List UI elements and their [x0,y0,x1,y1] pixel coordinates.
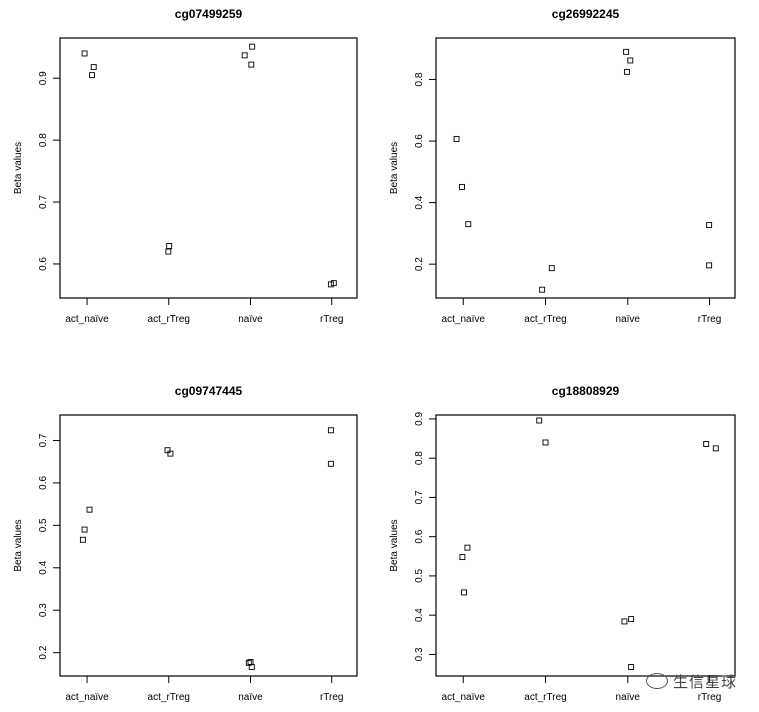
data-point [539,286,546,293]
y-tick-label: 0.5 [414,569,425,583]
y-tick-label: 0.5 [38,518,49,532]
data-point [706,222,713,229]
data-point [330,280,337,287]
y-tick-label: 0.4 [38,560,49,574]
data-point [249,43,256,50]
data-point [459,183,465,190]
y-tick-label: 0.8 [414,72,425,86]
plot-frame [59,414,358,677]
x-tick-label: rTreg [320,692,344,703]
data-point [706,262,713,269]
y-tick-label: 0.9 [414,412,425,426]
x-tick-label: act_rTreg [148,314,190,325]
data-point [623,48,630,55]
data-point [327,427,334,434]
y-axis-label: Beta values [13,519,24,571]
data-point [165,248,172,255]
data-point [464,544,471,551]
y-tick-label: 0.8 [414,451,425,465]
y-axis-label: Beta values [13,142,24,194]
data-point [327,460,334,467]
x-tick-label: act_rTreg [524,314,566,325]
data-point [86,506,93,513]
y-tick-label: 0.4 [414,195,425,209]
x-tick-label: act_naïve [65,692,109,703]
x-tick-label: act_rTreg [524,692,566,703]
data-point [621,618,628,625]
x-tick-label: naïve [238,692,263,703]
y-tick-label: 0.3 [38,603,49,617]
watermark-text: 生信星球 [672,673,737,691]
y-tick-label: 0.4 [414,608,425,622]
data-point [459,554,466,561]
y-tick-label: 0.7 [38,195,49,209]
wechat-icon [645,673,668,689]
data-point [536,417,543,424]
data-point [241,52,248,59]
x-tick-label: naïve [616,692,641,703]
chart-title: cg18808929 [552,384,620,398]
x-tick-label: rTreg [320,314,344,325]
data-point [81,50,88,57]
x-tick-label: act_naïve [442,314,486,325]
plot-frame [435,37,736,299]
data-point [89,72,95,79]
y-tick-label: 0.6 [38,476,49,490]
y-axis-label: Beta values [389,519,400,571]
y-tick-label: 0.8 [38,133,49,147]
data-point [628,616,635,623]
chart-title: cg07499259 [175,7,243,21]
x-tick-label: act_rTreg [148,692,190,703]
plot-frame [435,414,736,677]
y-tick-label: 0.7 [38,433,49,447]
x-tick-label: act_naïve [442,692,486,703]
chart-title: cg09747445 [175,384,243,398]
data-point [453,135,460,142]
y-tick-label: 0.2 [38,645,49,659]
data-point [90,64,97,71]
x-tick-label: rTreg [698,314,722,325]
data-point [465,221,472,228]
data-point [548,265,555,272]
y-tick-label: 0.6 [38,257,49,271]
x-tick-label: naïve [238,314,263,325]
data-point [542,439,549,446]
data-point [248,664,255,671]
y-tick-label: 0.7 [414,490,425,504]
chart-title: cg26992245 [552,7,620,21]
y-tick-label: 0.3 [414,647,425,661]
watermark: 生信星球 [645,671,737,692]
data-point [167,450,174,457]
data-point [79,536,86,543]
data-point [248,61,255,68]
data-point [712,445,719,452]
data-point [628,664,635,670]
y-tick-label: 0.9 [38,71,49,85]
y-axis-label: Beta values [389,142,400,194]
data-point [627,57,634,64]
data-point [461,589,468,596]
x-tick-label: naïve [616,314,641,325]
x-tick-label: rTreg [698,692,722,703]
x-tick-label: act_naïve [65,314,109,325]
data-point [623,68,630,75]
y-tick-label: 0.6 [414,529,425,543]
data-point [81,526,88,533]
plot-frame [59,37,358,299]
data-point [703,441,710,447]
y-tick-label: 0.2 [414,257,425,271]
y-tick-label: 0.6 [414,134,425,148]
data-point [166,243,173,249]
